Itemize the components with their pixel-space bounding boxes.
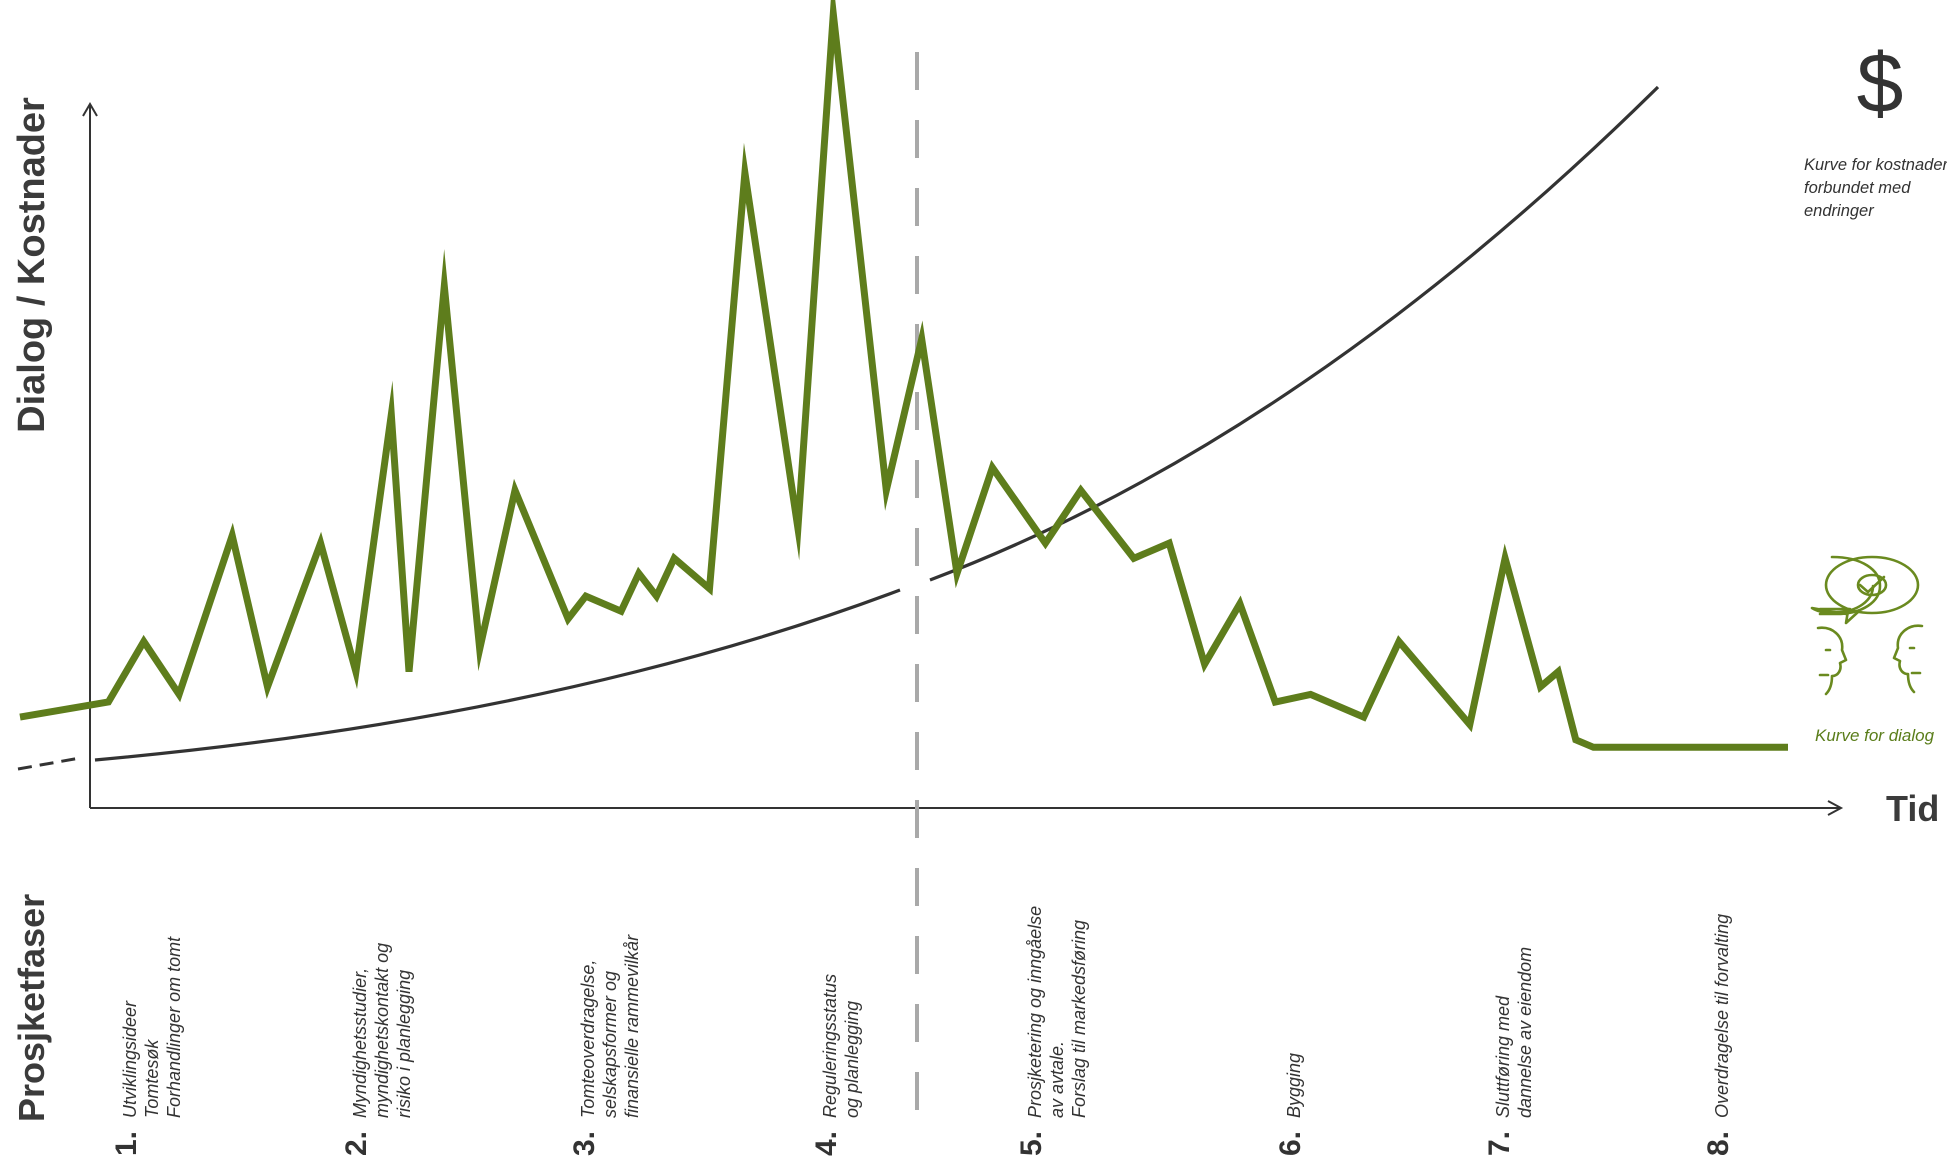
cost-legend-line-1: Kurve for kostnader xyxy=(1804,156,1947,174)
dialog-curve-line xyxy=(19,0,1788,751)
dialog-legend: Kurve for dialog xyxy=(1810,555,1935,745)
phase-text-line: myndighetskontakt og xyxy=(372,943,392,1118)
cost-curve-right-segment xyxy=(929,85,1660,582)
phase-1: 1. Utviklingsideer Tomtesøk Forhandlinger o… xyxy=(110,936,184,1156)
two-faces-dialog-icon xyxy=(1810,555,1924,696)
phase-7: 7. Sluttføring med dannelse av eiendom xyxy=(1483,947,1535,1156)
phase-text-line: av avtale. xyxy=(1047,1041,1067,1118)
phase-number: 1. xyxy=(110,1131,143,1156)
phase-number: 3. xyxy=(568,1131,601,1156)
phase-number: 2. xyxy=(340,1131,373,1156)
phase-text-line: Reguleringsstatus xyxy=(820,974,840,1118)
phase-number: 7. xyxy=(1483,1131,1516,1156)
cost-legend-line-2: forbundet med xyxy=(1804,179,1911,197)
phase-text-line: dannelse av eiendom xyxy=(1515,947,1535,1118)
phase-2: 2. Myndighetsstudier, myndighetskontakt og… xyxy=(340,943,414,1156)
phase-text-line: Prosjketering og inngåelse xyxy=(1025,906,1045,1118)
cost-legend: $ Kurve for kostnader forbundet med endr… xyxy=(1804,36,1947,220)
y-axis-label: Dialog / Kostnader xyxy=(11,97,53,433)
cost-curve-left-segment xyxy=(94,588,901,762)
phase-text-line: Utviklingsideer xyxy=(120,1000,140,1118)
dollar-icon: $ xyxy=(1857,36,1904,130)
phase-text-line: Forslag til markedsføring xyxy=(1069,920,1089,1118)
phase-text-line: Sluttføring med xyxy=(1493,995,1513,1118)
phase-number: 6. xyxy=(1274,1131,1307,1156)
phase-text-line: Forhandlinger om tomt xyxy=(164,936,184,1118)
cost-legend-line-3: endringer xyxy=(1804,202,1875,220)
phase-number: 8. xyxy=(1702,1131,1735,1156)
phase-text-line: finansielle rammevilkår xyxy=(622,934,642,1118)
phase-number: 4. xyxy=(810,1131,843,1156)
phase-text-line: Tomteoverdragelse, xyxy=(578,960,598,1118)
phase-text-line: Bygging xyxy=(1284,1053,1304,1118)
phase-6: 6. Bygging xyxy=(1274,1053,1307,1156)
y-axis-arrow-icon xyxy=(82,102,98,117)
phase-text-line: selskapsformer og xyxy=(600,971,620,1118)
phase-8: 8. Overdragelse til forvalting xyxy=(1702,914,1735,1156)
phase-text-line: og planlegging xyxy=(842,1001,862,1118)
phase-text-line: Tomtesøk xyxy=(142,1039,162,1118)
x-axis-arrow-icon xyxy=(1827,800,1844,816)
dialog-legend-label: Kurve for dialog xyxy=(1815,726,1935,745)
cost-curve-dashed-start xyxy=(17,756,81,771)
phases-title: Prosjketfaser xyxy=(11,894,52,1122)
phase-text-line: risiko i planlegging xyxy=(394,970,414,1118)
phase-text-line: Myndighetsstudier, xyxy=(350,968,370,1118)
phase-3: 3. Tomteoverdragelse, selskapsformer og fin… xyxy=(568,934,642,1156)
phase-4: 4. Reguleringsstatus og planlegging xyxy=(810,974,862,1156)
x-axis-label: Tid xyxy=(1886,788,1939,829)
phase-text-line: Overdragelse til forvalting xyxy=(1712,914,1732,1118)
project-phases-list: 1. Utviklingsideer Tomtesøk Forhandlinger o… xyxy=(110,906,1735,1156)
axes xyxy=(82,102,1844,816)
phase-5: 5. Prosjketering og inngåelse av avtale. Fo… xyxy=(1015,906,1089,1156)
phase-number: 5. xyxy=(1015,1131,1048,1156)
